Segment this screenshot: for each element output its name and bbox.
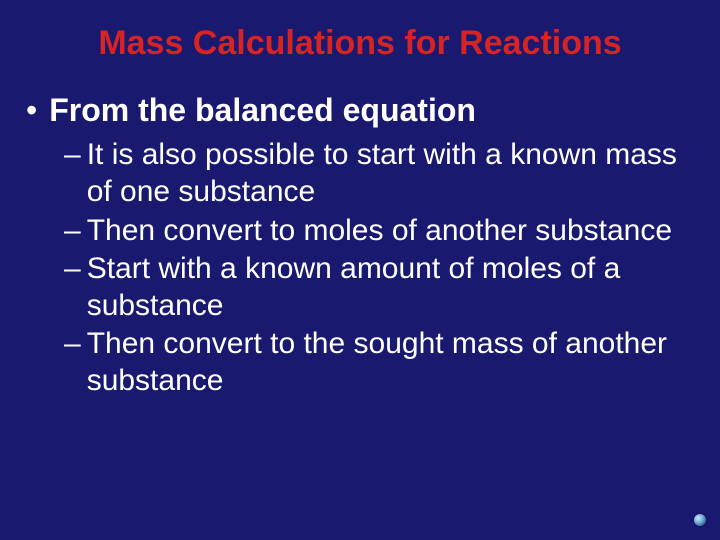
bullet-level-1: • From the balanced equation (24, 91, 696, 129)
bullet-marker: • (26, 91, 37, 129)
dash-item: – It is also possible to start with a kn… (64, 137, 696, 210)
bullet-text: From the balanced equation (49, 91, 476, 129)
dash-item: – Start with a known amount of moles of … (64, 251, 696, 324)
dash-text: Then convert to the sought mass of anoth… (87, 326, 696, 399)
dash-marker: – (64, 213, 81, 250)
dash-text: It is also possible to start with a know… (87, 137, 696, 210)
slide-title: Mass Calculations for Reactions (24, 24, 696, 63)
dash-text: Then convert to moles of another substan… (87, 213, 696, 250)
dash-list: – It is also possible to start with a kn… (24, 137, 696, 399)
dash-marker: – (64, 137, 81, 174)
dash-text: Start with a known amount of moles of a … (87, 251, 696, 324)
dash-item: – Then convert to moles of another subst… (64, 213, 696, 250)
dash-marker: – (64, 326, 81, 363)
corner-dot-icon (694, 514, 706, 526)
slide-container: Mass Calculations for Reactions • From t… (0, 0, 720, 540)
dash-item: – Then convert to the sought mass of ano… (64, 326, 696, 399)
dash-marker: – (64, 251, 81, 288)
